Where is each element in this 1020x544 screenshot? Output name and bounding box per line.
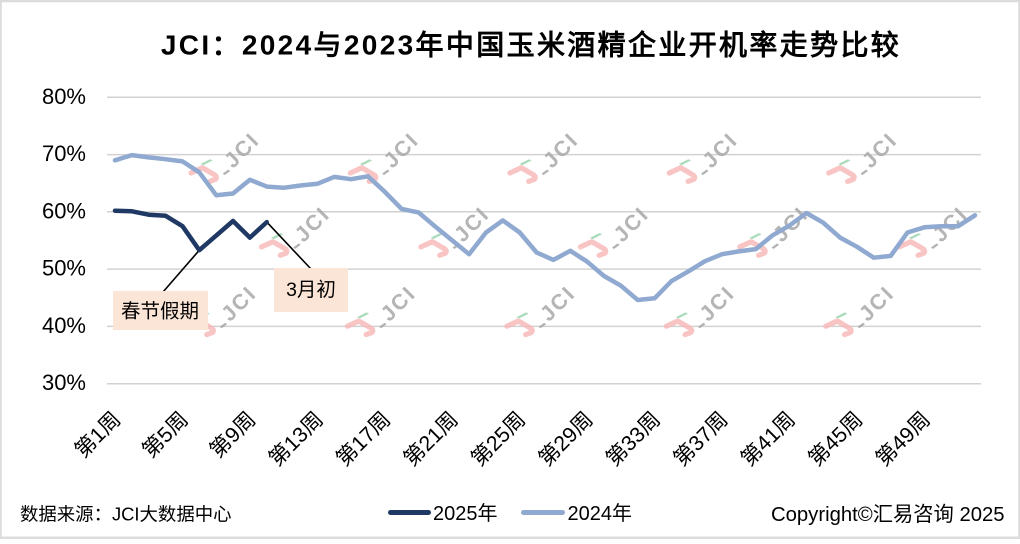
- svg-text:2025年: 2025年: [433, 502, 498, 525]
- svg-text:40%: 40%: [42, 313, 86, 338]
- svg-text:3月初: 3月初: [286, 279, 336, 301]
- svg-text:80%: 80%: [42, 84, 86, 109]
- svg-text:春节假期: 春节假期: [121, 300, 199, 322]
- svg-text:Copyright©汇易咨询 2025: Copyright©汇易咨询 2025: [771, 503, 1005, 526]
- svg-text:30%: 30%: [42, 370, 86, 395]
- svg-text:数据来源：JCI大数据中心: 数据来源：JCI大数据中心: [20, 504, 232, 525]
- svg-text:70%: 70%: [42, 141, 86, 166]
- svg-text:JCI：2024与2023年中国玉米酒精企业开机率走势比较: JCI：2024与2023年中国玉米酒精企业开机率走势比较: [161, 29, 901, 61]
- svg-text:2024年: 2024年: [568, 502, 633, 525]
- svg-text:50%: 50%: [42, 256, 86, 281]
- svg-text:60%: 60%: [42, 198, 86, 223]
